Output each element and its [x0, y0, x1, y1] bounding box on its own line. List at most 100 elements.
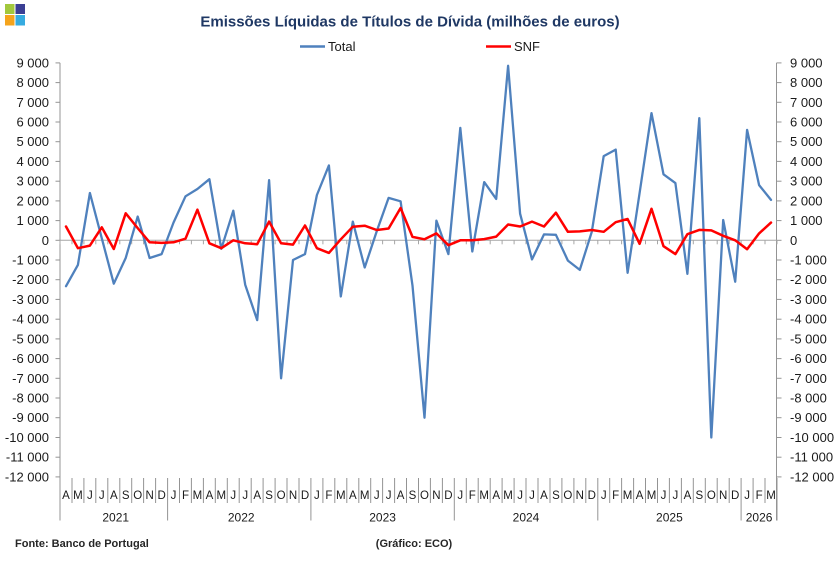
svg-text:J: J	[386, 490, 392, 502]
svg-text:O: O	[133, 490, 142, 502]
svg-text:-12 000: -12 000	[790, 469, 834, 484]
svg-text:1 000: 1 000	[790, 213, 823, 228]
svg-text:-6 000: -6 000	[12, 351, 49, 366]
svg-text:7 000: 7 000	[16, 95, 49, 110]
svg-text:-10 000: -10 000	[5, 430, 49, 445]
svg-text:SNF: SNF	[514, 39, 540, 54]
svg-text:A: A	[62, 490, 70, 502]
svg-text:-10 000: -10 000	[790, 430, 834, 445]
svg-text:A: A	[349, 490, 357, 502]
svg-text:M: M	[193, 490, 203, 502]
svg-text:D: D	[731, 490, 739, 502]
svg-text:D: D	[588, 490, 596, 502]
svg-text:J: J	[517, 490, 523, 502]
svg-text:A: A	[636, 490, 644, 502]
svg-text:M: M	[647, 490, 657, 502]
svg-text:9 000: 9 000	[790, 55, 823, 70]
svg-text:N: N	[576, 490, 584, 502]
svg-text:O: O	[420, 490, 429, 502]
svg-text:-4 000: -4 000	[790, 312, 827, 327]
svg-text:F: F	[469, 490, 476, 502]
svg-text:N: N	[145, 490, 153, 502]
svg-text:A: A	[492, 490, 500, 502]
svg-text:F: F	[325, 490, 332, 502]
svg-text:F: F	[612, 490, 619, 502]
svg-text:1 000: 1 000	[16, 213, 49, 228]
svg-text:M: M	[766, 490, 776, 502]
svg-text:J: J	[87, 490, 93, 502]
svg-text:M: M	[479, 490, 489, 502]
svg-text:8 000: 8 000	[790, 75, 823, 90]
svg-text:2025: 2025	[656, 511, 683, 525]
svg-text:J: J	[744, 490, 750, 502]
svg-text:J: J	[171, 490, 177, 502]
svg-text:M: M	[336, 490, 346, 502]
svg-text:5 000: 5 000	[16, 134, 49, 149]
svg-text:2 000: 2 000	[16, 193, 49, 208]
svg-text:J: J	[673, 490, 679, 502]
svg-text:Emissões Líquidas de Títulos d: Emissões Líquidas de Títulos de Dívida (…	[200, 14, 619, 31]
svg-text:A: A	[110, 490, 118, 502]
svg-text:7 000: 7 000	[790, 95, 823, 110]
svg-text:A: A	[206, 490, 214, 502]
svg-text:F: F	[182, 490, 189, 502]
svg-text:-5 000: -5 000	[12, 331, 49, 346]
svg-text:6 000: 6 000	[790, 115, 823, 130]
svg-text:-7 000: -7 000	[12, 371, 49, 386]
svg-text:-2 000: -2 000	[790, 272, 827, 287]
svg-text:F: F	[756, 490, 763, 502]
svg-text:9 000: 9 000	[16, 55, 49, 70]
svg-text:4 000: 4 000	[16, 154, 49, 169]
svg-text:Fonte: Banco de Portugal: Fonte: Banco de Portugal	[15, 538, 149, 550]
svg-text:J: J	[457, 490, 463, 502]
svg-text:S: S	[122, 490, 130, 502]
svg-text:-5 000: -5 000	[790, 331, 827, 346]
svg-text:-9 000: -9 000	[790, 410, 827, 425]
svg-text:(Gráfico: ECO): (Gráfico: ECO)	[376, 538, 453, 550]
svg-text:D: D	[301, 490, 309, 502]
svg-text:-11 000: -11 000	[790, 450, 833, 465]
svg-text:5 000: 5 000	[790, 134, 823, 149]
svg-text:-4 000: -4 000	[12, 312, 49, 327]
svg-text:-2 000: -2 000	[12, 272, 49, 287]
svg-text:3 000: 3 000	[790, 174, 823, 189]
svg-text:2026: 2026	[746, 511, 773, 525]
svg-text:0: 0	[790, 233, 797, 248]
svg-text:A: A	[253, 490, 261, 502]
svg-text:6 000: 6 000	[16, 115, 49, 130]
svg-text:-11 000: -11 000	[6, 450, 49, 465]
svg-text:O: O	[707, 490, 716, 502]
svg-text:D: D	[157, 490, 165, 502]
svg-text:A: A	[540, 490, 548, 502]
svg-text:N: N	[719, 490, 727, 502]
svg-text:M: M	[623, 490, 633, 502]
svg-text:M: M	[73, 490, 83, 502]
svg-text:-1 000: -1 000	[12, 253, 49, 268]
svg-text:Total: Total	[328, 39, 356, 54]
svg-text:-8 000: -8 000	[12, 391, 49, 406]
svg-text:-7 000: -7 000	[790, 371, 827, 386]
svg-text:S: S	[695, 490, 703, 502]
svg-text:J: J	[242, 490, 248, 502]
svg-text:J: J	[529, 490, 535, 502]
svg-text:2 000: 2 000	[790, 193, 823, 208]
svg-text:A: A	[397, 490, 405, 502]
svg-text:-3 000: -3 000	[12, 292, 49, 307]
svg-text:A: A	[684, 490, 692, 502]
svg-text:8 000: 8 000	[16, 75, 49, 90]
svg-text:-12 000: -12 000	[5, 469, 49, 484]
svg-text:2023: 2023	[369, 511, 396, 525]
svg-text:2022: 2022	[228, 511, 255, 525]
svg-text:N: N	[432, 490, 440, 502]
svg-text:J: J	[99, 490, 105, 502]
svg-text:-9 000: -9 000	[12, 410, 49, 425]
svg-text:D: D	[444, 490, 452, 502]
svg-text:J: J	[661, 490, 667, 502]
svg-text:J: J	[314, 490, 320, 502]
svg-text:-3 000: -3 000	[790, 292, 827, 307]
svg-text:S: S	[265, 490, 273, 502]
svg-text:M: M	[217, 490, 227, 502]
svg-text:0: 0	[42, 233, 49, 248]
svg-text:2021: 2021	[102, 511, 129, 525]
svg-text:M: M	[503, 490, 513, 502]
